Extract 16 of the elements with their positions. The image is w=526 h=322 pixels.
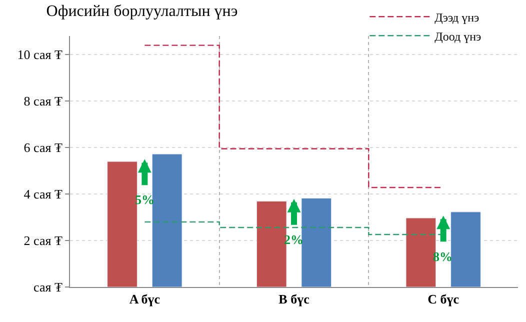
bar [301, 198, 332, 287]
y-tick-label: 10 сая ₮ [17, 47, 62, 62]
bar [107, 161, 138, 287]
y-tick-label: 4 сая ₮ [24, 186, 62, 202]
bar [450, 212, 481, 287]
x-tick-label: B бүс [278, 292, 310, 307]
legend-label: Доод үнэ [434, 29, 482, 44]
x-tick-label: A бүс [129, 292, 160, 307]
legend-label: Дээд үнэ [434, 10, 480, 24]
y-tick-label: сая ₮ [34, 280, 62, 295]
chart-title: Офисийн борлуулалтын үнэ [46, 3, 238, 20]
y-tick-label: 6 сая ₮ [24, 140, 62, 156]
x-tick-label: C бүс [428, 292, 460, 307]
y-tick-label: 2 сая ₮ [24, 233, 62, 248]
bar [152, 154, 182, 287]
y-tick-label: 8 сая ₮ [24, 94, 62, 109]
